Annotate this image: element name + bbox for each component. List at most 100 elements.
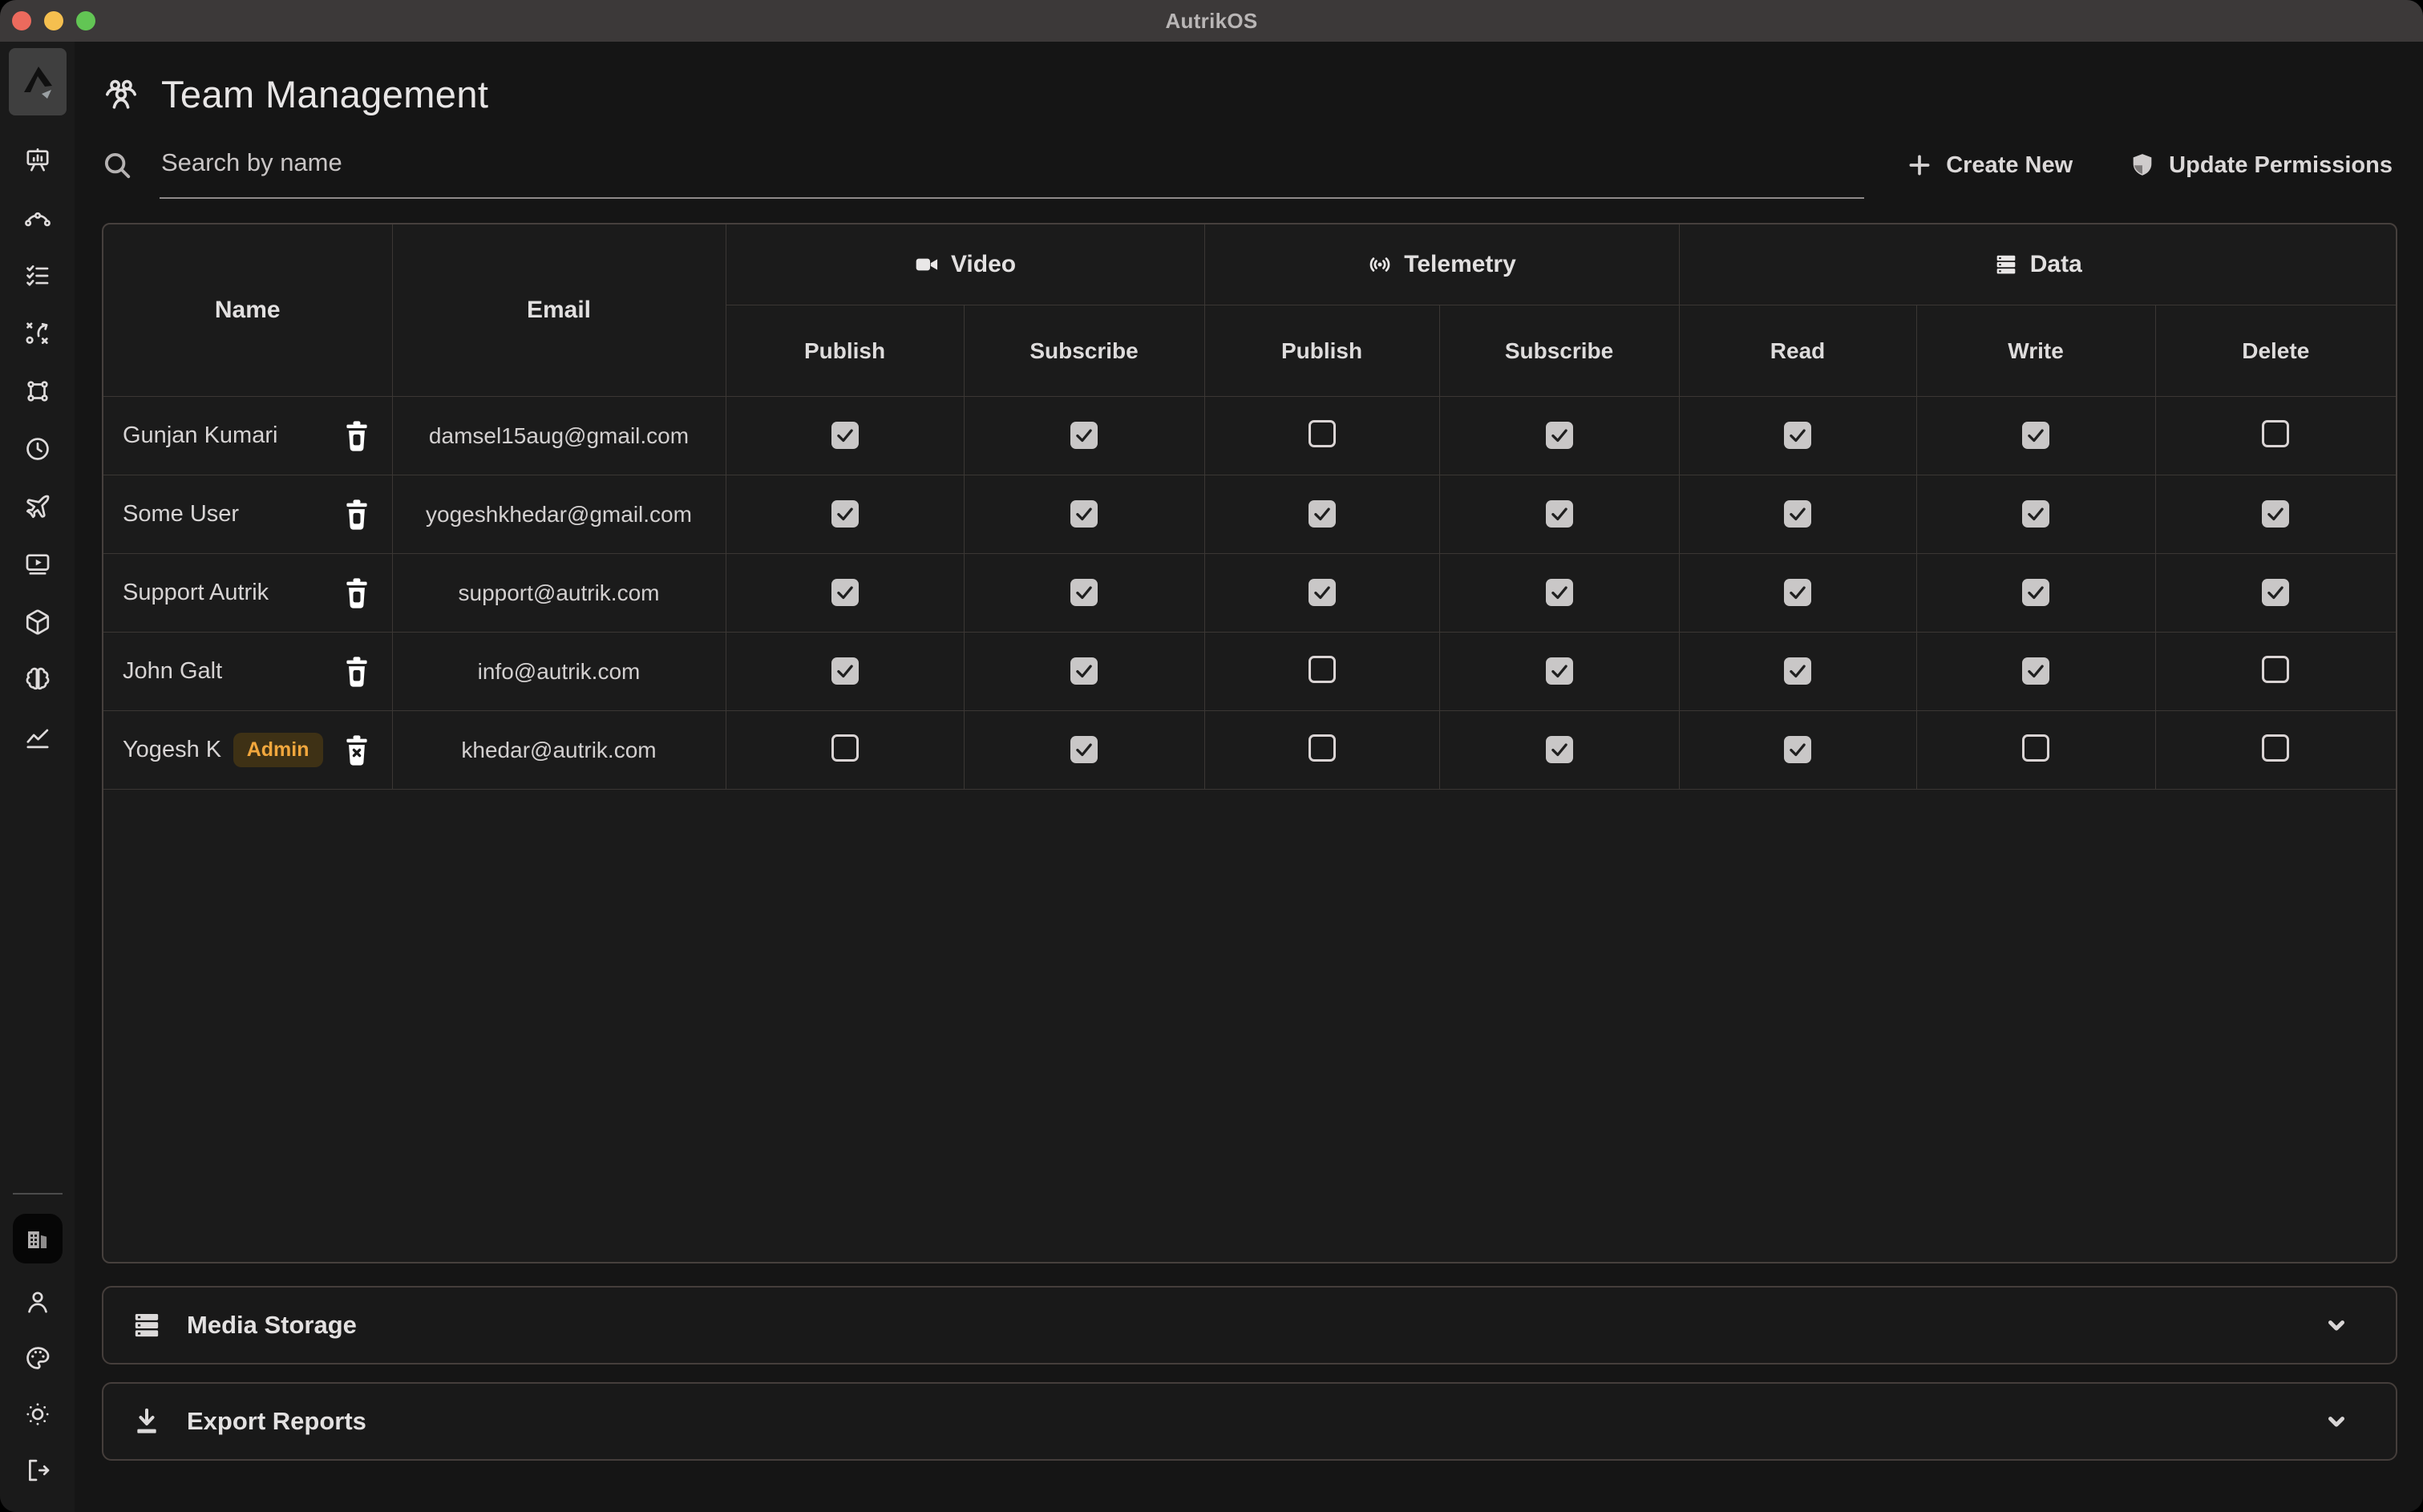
checkmark-icon	[1790, 429, 1806, 443]
permission-checkbox[interactable]	[2022, 657, 2050, 685]
sidebar-item-organization[interactable]	[12, 1214, 63, 1263]
permission-checkbox[interactable]	[2262, 579, 2290, 606]
checkmark-icon	[2028, 586, 2044, 600]
subheader-telemetry-publish: Publish	[1204, 305, 1440, 397]
sidebar-item-strategy[interactable]	[20, 316, 55, 351]
permission-checkbox[interactable]	[1784, 500, 1812, 528]
sidebar-item-3d-model[interactable]	[20, 604, 55, 640]
sun-icon	[26, 1403, 49, 1425]
delete-member-button[interactable]	[342, 498, 371, 532]
permission-checkbox[interactable]	[2262, 734, 2290, 762]
sidebar	[0, 42, 75, 1512]
member-email: khedar@autrik.com	[392, 710, 726, 790]
delete-member-button[interactable]	[342, 576, 371, 610]
chevron-down-icon	[2328, 1417, 2344, 1427]
analytics-chart-icon	[26, 729, 49, 749]
permission-checkbox[interactable]	[1545, 422, 1573, 449]
permission-checkbox[interactable]	[1070, 736, 1098, 763]
sidebar-item-presentation-dashboard[interactable]	[20, 143, 55, 178]
delete-member-button[interactable]	[342, 734, 371, 767]
permission-checkbox[interactable]	[1070, 657, 1098, 685]
autrik-logo-icon	[23, 67, 52, 99]
sidebar-item-flight-spline[interactable]	[20, 200, 55, 236]
permission-checkbox[interactable]	[1784, 736, 1812, 763]
sidebar-item-ai-brain[interactable]	[20, 662, 55, 697]
sidebar-item-profile[interactable]	[20, 1284, 55, 1320]
permission-checkbox[interactable]	[831, 579, 859, 606]
name-cell: Yogesh Kh... Admin	[103, 710, 393, 790]
search-icon	[102, 150, 132, 180]
sidebar-bottom	[12, 1193, 63, 1512]
delete-member-button[interactable]	[342, 655, 371, 689]
permission-checkbox[interactable]	[1545, 579, 1573, 606]
table-row: John Galt	[103, 632, 2396, 711]
permission-checkbox[interactable]	[1784, 579, 1812, 606]
chevron-down-icon	[2328, 1320, 2344, 1331]
permission-checkbox[interactable]	[1070, 422, 1098, 449]
permission-checkbox[interactable]	[831, 422, 859, 449]
permission-checkbox[interactable]	[1308, 579, 1336, 606]
permission-checkbox[interactable]	[1308, 420, 1336, 447]
close-window-button[interactable]	[12, 11, 31, 30]
checkmark-icon	[1790, 586, 1806, 600]
permission-checkbox[interactable]	[1308, 656, 1336, 683]
permission-checkbox[interactable]	[1308, 734, 1336, 762]
subheader-telemetry-subscribe: Subscribe	[1439, 305, 1680, 397]
data-rows-icon	[1996, 255, 2016, 274]
sidebar-nav	[20, 143, 55, 755]
permission-checkbox[interactable]	[2022, 734, 2050, 762]
permission-checkbox[interactable]	[831, 500, 859, 528]
member-name: John Galt	[123, 658, 223, 684]
member-email: support@autrik.com	[392, 553, 726, 633]
checkmark-icon	[1076, 586, 1092, 600]
sidebar-item-drone-flight[interactable]	[20, 489, 55, 524]
member-name: Gunjan Kumari	[123, 422, 278, 448]
table-row: Support Autrik	[103, 553, 2396, 633]
permission-checkbox[interactable]	[2262, 420, 2290, 447]
permission-checkbox[interactable]	[831, 657, 859, 685]
media-storage-label: Media Storage	[187, 1311, 357, 1339]
create-new-button[interactable]: Create New	[1901, 151, 2077, 180]
sidebar-item-media-player[interactable]	[20, 547, 55, 582]
minimize-window-button[interactable]	[44, 11, 63, 30]
permission-checkbox[interactable]	[2022, 422, 2050, 449]
sidebar-item-checklist[interactable]	[20, 258, 55, 293]
ai-brain-icon	[26, 667, 49, 690]
trash-icon	[346, 420, 367, 451]
permission-checkbox[interactable]	[2022, 579, 2050, 606]
autrik-logo[interactable]	[8, 48, 67, 115]
sidebar-item-display-mode[interactable]	[20, 1397, 55, 1432]
sidebar-item-analytics-chart[interactable]	[20, 720, 55, 755]
permission-checkbox[interactable]	[1784, 657, 1812, 685]
update-permissions-button[interactable]: Update Permissions	[2124, 151, 2397, 180]
permission-checkbox[interactable]	[2262, 500, 2290, 528]
permission-checkbox[interactable]	[2262, 656, 2290, 683]
organization-building-icon	[27, 1231, 47, 1248]
permission-checkbox[interactable]	[1545, 736, 1573, 763]
checkmark-icon	[1551, 507, 1567, 521]
permission-checkbox[interactable]	[1070, 500, 1098, 528]
delete-member-button[interactable]	[342, 419, 371, 453]
permission-checkbox[interactable]	[1308, 500, 1336, 528]
sidebar-item-theme-palette[interactable]	[20, 1340, 55, 1376]
permission-checkbox[interactable]	[1545, 500, 1573, 528]
zoom-window-button[interactable]	[76, 11, 95, 30]
toolbar: Create New Update Permissions	[102, 148, 2397, 199]
media-storage-panel[interactable]: Media Storage	[102, 1286, 2397, 1364]
sidebar-item-logout[interactable]	[20, 1453, 55, 1488]
permission-checkbox[interactable]	[2022, 500, 2050, 528]
history-clock-icon	[26, 438, 49, 460]
permission-checkbox[interactable]	[831, 734, 859, 762]
checkmark-icon	[1790, 743, 1806, 757]
sidebar-item-object-group[interactable]	[20, 374, 55, 409]
drone-flight-icon	[26, 495, 49, 519]
sidebar-item-history-clock[interactable]	[20, 431, 55, 467]
export-reports-panel[interactable]: Export Reports	[102, 1382, 2397, 1461]
permission-checkbox[interactable]	[1784, 422, 1812, 449]
search-input[interactable]	[160, 148, 1868, 178]
member-name: Yogesh Kh...	[123, 737, 222, 762]
permission-checkbox[interactable]	[1070, 579, 1098, 606]
column-header-email: Email	[392, 224, 726, 397]
checkmark-icon	[1313, 586, 1330, 600]
permission-checkbox[interactable]	[1545, 657, 1573, 685]
